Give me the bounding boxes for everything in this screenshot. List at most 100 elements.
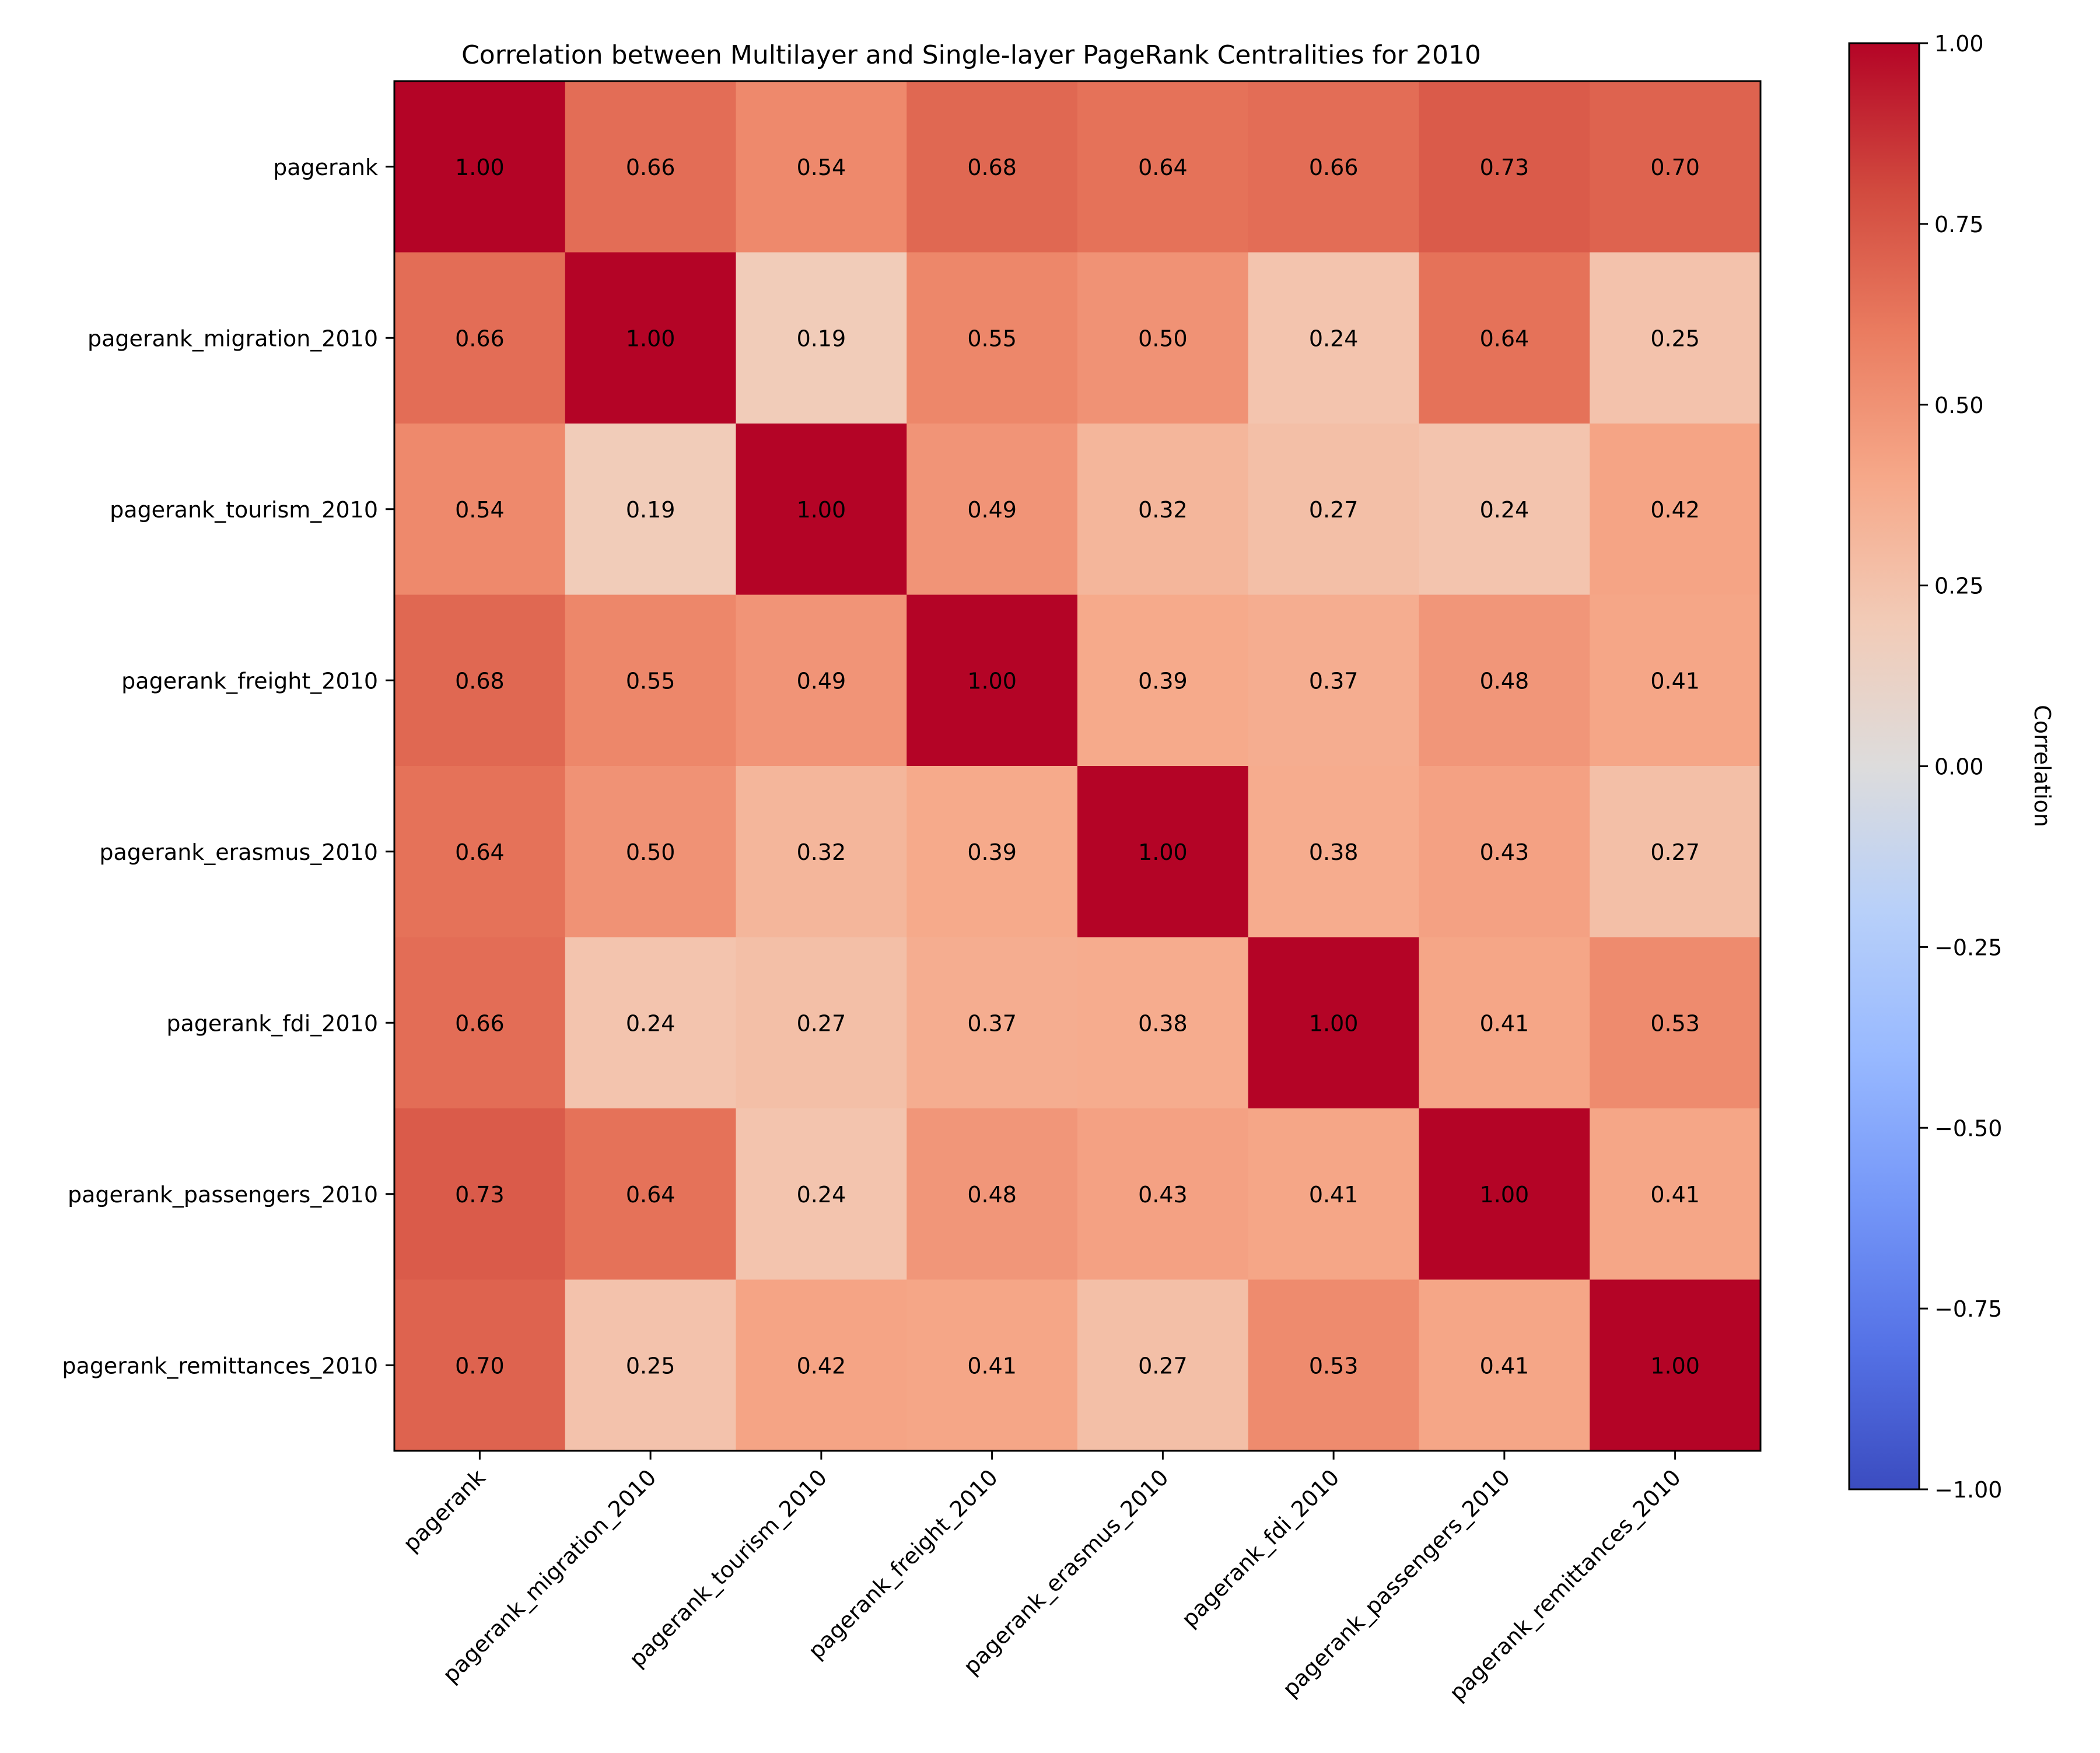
cell-value-label: 0.43 [1138,1182,1188,1208]
cell-value-label: 0.49 [967,497,1017,523]
plot-frame [393,80,1762,1452]
colorbar-label: Correlation [2029,705,2055,827]
y-tick-label: pagerank_remittances_2010 [62,1353,378,1378]
cell-value-label: 0.70 [455,1353,505,1378]
cell-value-label: 0.32 [797,839,846,865]
colorbar-tick-label: 0.75 [1934,212,1984,237]
cell-value-label: 0.66 [626,155,676,180]
heatmap-cell [907,424,1078,596]
cell-value-label: 0.19 [797,326,846,351]
heatmap-cell [1248,766,1420,938]
cell-value-label: 0.41 [1650,668,1700,694]
heatmap-cell [1077,766,1249,938]
cell-value-label: 0.24 [1309,326,1359,351]
x-tick-label: pagerank_fdi_2010 [1177,1464,1345,1632]
heatmap-cell [394,252,566,424]
cell-value-label: 0.41 [1309,1182,1359,1208]
heatmap-cell [394,766,566,938]
cell-value-label: 0.53 [1650,1010,1700,1036]
heatmap-cell [565,937,737,1109]
heatmap-cell [736,1279,907,1451]
cell-value-label: 0.25 [1650,326,1700,351]
heatmap-cell [394,1108,566,1280]
heatmap-cell [1590,1279,1761,1451]
heatmap-cell [736,424,907,596]
cell-value-label: 0.48 [1480,668,1530,694]
cell-value-label: 1.00 [626,326,676,351]
heatmap-cell [1419,1108,1590,1280]
cell-value-label: 0.24 [626,1010,676,1036]
x-tick-label: pagerank [398,1464,490,1556]
heatmap-cell [736,766,907,938]
colorbar-gradient [1848,42,1920,1490]
heatmap-cell [565,594,737,767]
heatmap-cell [736,937,907,1109]
heatmap-cell [1419,1279,1590,1451]
colorbar-tick-label: −1.00 [1934,1477,2002,1503]
cell-value-label: 0.66 [1309,155,1359,180]
cell-value-label: 0.73 [455,1182,505,1208]
cell-value-label: 0.53 [1309,1353,1359,1378]
cell-value-label: 1.00 [967,668,1017,694]
cell-value-label: 1.00 [455,155,505,180]
heatmap-cell [1077,252,1249,424]
colorbar-tick-label: 0.25 [1934,573,1984,599]
chart-title: Correlation between Multilayer and Singl… [461,40,1481,70]
cell-value-label: 0.19 [626,497,676,523]
cell-value-label: 0.68 [455,668,505,694]
y-tick-label: pagerank_migration_2010 [88,326,378,351]
cell-value-label: 0.27 [1138,1353,1188,1378]
cell-value-label: 1.00 [797,497,846,523]
heatmap-cell [565,766,737,938]
heatmap-cell [1419,81,1590,253]
heatmap-cell [907,937,1078,1109]
y-tick-label: pagerank_erasmus_2010 [99,839,378,865]
heatmap-cell [1248,424,1420,596]
heatmap-cell [394,81,566,253]
heatmap-cell [1419,937,1590,1109]
cell-value-label: 0.41 [1480,1010,1530,1036]
cell-value-label: 0.41 [967,1353,1017,1378]
colorbar-tick-label: −0.75 [1934,1296,2002,1322]
colorbar-tick-label: 0.00 [1934,754,1984,780]
cell-value-label: 0.49 [797,668,846,694]
heatmap-cell [736,252,907,424]
heatmap-cell [565,424,737,596]
cell-value-label: 0.27 [1309,497,1359,523]
cell-value-label: 1.00 [1138,839,1188,865]
heatmap-cell [1590,1108,1761,1280]
colorbar: 1.00 0.75 0.50 0.25 0.00 −0.25 −0.50 −0.75 −1.00… [1848,31,2055,1503]
y-tick-label: pagerank_fdi_2010 [166,1010,378,1036]
heatmap-cell [907,594,1078,767]
colorbar-ticks: 1.00 0.75 0.50 0.25 0.00 −0.25 −0.50 −0.75 −1.00 [1919,31,2002,1503]
cell-value-label: 0.27 [797,1010,846,1036]
heatmap-cell [565,1108,737,1280]
cell-value-label: 0.64 [1480,326,1530,351]
cell-value-label: 1.00 [1650,1353,1700,1378]
x-tick-label: pagerank_erasmus_2010 [958,1464,1174,1679]
heatmap-cell [736,1108,907,1280]
cell-value-label: 0.54 [797,155,846,180]
cell-value-label: 0.38 [1138,1010,1188,1036]
cell-value-label: 0.50 [1138,326,1188,351]
heatmap-cell [394,937,566,1109]
cell-value-label: 0.55 [967,326,1017,351]
cell-value-label: 0.39 [967,839,1017,865]
heatmap-cell [394,594,566,767]
heatmap-cell [1590,424,1761,596]
colorbar-tick-label: −0.50 [1934,1115,2002,1141]
heatmap-cell [1590,594,1761,767]
heatmap-cell-labels: 1.00 0.66 0.54 0.68 0.64 0.66 0.73 0.70 0.66 1.00… [455,155,1700,1379]
cell-value-label: 0.37 [1309,668,1359,694]
heatmap-cell [907,1279,1078,1451]
cell-value-label: 0.55 [626,668,676,694]
heatmap-cell [394,424,566,596]
cell-value-label: 0.64 [626,1182,676,1208]
heatmap-cell [1077,424,1249,596]
cell-value-label: 0.42 [1650,497,1700,523]
heatmap-cell [1248,252,1420,424]
cell-value-label: 0.43 [1480,839,1530,865]
x-tick-label: pagerank_freight_2010 [803,1464,1003,1664]
heatmap-cell [565,1279,737,1451]
